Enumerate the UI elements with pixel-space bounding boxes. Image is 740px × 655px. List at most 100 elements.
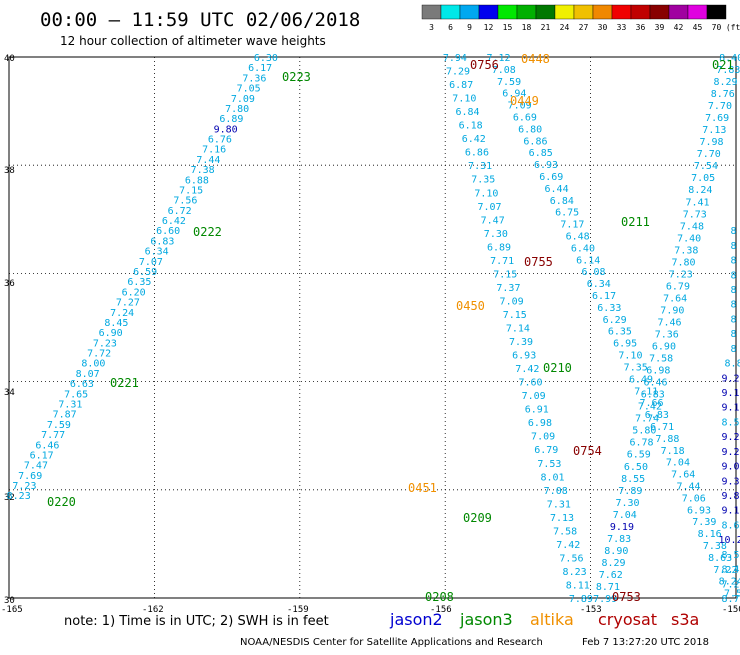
swh-value: 7.30 xyxy=(484,229,508,240)
swh-value: 8.79 xyxy=(722,594,740,605)
swh-value: 7.38 xyxy=(191,165,215,176)
swh-value: 6.85 xyxy=(529,148,553,159)
swh-value: 7.24 xyxy=(110,308,134,319)
swh-value: 7.18 xyxy=(661,446,685,457)
colorbar-label: 36 xyxy=(636,23,646,32)
swh-value: 8.55 xyxy=(621,474,645,485)
swh-value: 6.88 xyxy=(185,175,209,186)
lon-tick-label: -153 xyxy=(580,605,602,615)
swh-value: 6.35 xyxy=(127,277,151,288)
swh-value: 7.09 xyxy=(500,296,524,307)
swh-value: 7.27 xyxy=(116,298,140,309)
swh-value: 9.37 xyxy=(722,476,740,487)
swh-value: 7.69 xyxy=(18,471,42,482)
swh-value: 7.07 xyxy=(139,257,163,268)
swh-value: 7.05 xyxy=(691,173,715,184)
plot-frame xyxy=(8,56,737,599)
swh-value: 7.53 xyxy=(537,459,561,470)
swh-value: 9.18 xyxy=(722,506,740,517)
swh-value: 6.34 xyxy=(587,279,611,290)
swh-value: 6.94 xyxy=(502,89,526,100)
swh-value: 6.17 xyxy=(592,291,616,302)
colorbar-label: 12 xyxy=(484,23,494,32)
swh-value: 8 xyxy=(731,300,737,311)
swh-value: 6.42 xyxy=(462,134,486,145)
swh-value: 7.89 xyxy=(569,594,593,605)
swh-value: 6.90 xyxy=(99,328,123,339)
swh-value: 7.42 xyxy=(638,402,662,413)
swh-value: 8.11 xyxy=(566,580,590,591)
legend-s3a: s3a xyxy=(671,610,699,629)
swh-value: 6.89 xyxy=(219,114,243,125)
swh-value: 8.29 xyxy=(714,77,738,88)
swh-value: 7.99 xyxy=(593,594,617,605)
swh-value: 7.10 xyxy=(618,351,642,362)
legend-jason3: jason3 xyxy=(459,610,513,629)
swh-value: 6.20 xyxy=(122,287,146,298)
lon-tick-label: -150 xyxy=(722,605,740,615)
swh-value: 6.69 xyxy=(539,172,563,183)
track-time-label: 0223 xyxy=(282,70,311,84)
swh-value: 7.29 xyxy=(446,67,470,78)
swh-value: 7.47 xyxy=(24,461,48,472)
swh-value: 7.08 xyxy=(544,486,568,497)
swh-value: 7.48 xyxy=(680,221,704,232)
swh-value: 7.36 xyxy=(242,73,266,84)
swh-value: 8.29 xyxy=(601,558,625,569)
swh-value: 8.71 xyxy=(596,582,620,593)
track-time-label: 0210 xyxy=(543,361,572,375)
swh-value: 6.75 xyxy=(555,208,579,219)
swh-value: 9.27 xyxy=(722,373,740,384)
colorbar-swatch xyxy=(706,4,727,20)
colorbar-label: (ft) xyxy=(726,23,740,32)
swh-value: 9.83 xyxy=(722,491,740,502)
swh-value: 8.00 xyxy=(81,359,105,370)
swh-value: 7.13 xyxy=(702,125,726,136)
colorbar-label: 33 xyxy=(617,23,627,32)
track-time-label: 0209 xyxy=(463,511,492,525)
swh-value: 6.79 xyxy=(534,445,558,456)
colorbar-label: 6 xyxy=(448,23,453,32)
swh-value: 8.66 xyxy=(722,520,740,531)
swh-value: 7.09 xyxy=(231,94,255,105)
swh-value: 8 xyxy=(731,329,737,340)
swh-value: 7.59 xyxy=(497,77,521,88)
colorbar-swatch xyxy=(516,4,537,20)
swh-value: 7.41 xyxy=(686,197,710,208)
swh-value: 6.71 xyxy=(650,422,674,433)
swh-value: 6.50 xyxy=(624,462,648,473)
swh-value: 6.78 xyxy=(629,438,653,449)
track-time-label: 0222 xyxy=(193,225,222,239)
swh-value: 10.22 xyxy=(719,535,740,546)
swh-value: 7.87 xyxy=(53,410,77,421)
track-time-label: 0448 xyxy=(521,52,550,66)
swh-value: 7.10 xyxy=(452,94,476,105)
lat-lon-grid xyxy=(8,56,737,599)
colorbar-swatch xyxy=(630,4,651,20)
swh-value: 7.71 xyxy=(490,256,514,267)
swh-value: 7.80 xyxy=(672,257,696,268)
swh-value: 8.8 xyxy=(725,359,740,370)
track-time-labels: 0223 0222 0221 0220 0756 0448 0449 0211 … xyxy=(47,52,734,604)
latitude-tick-labels: 40 38 36 34 32 30 xyxy=(4,54,15,606)
swh-value: 8 xyxy=(731,226,737,237)
swh-value: 6.33 xyxy=(597,303,621,314)
swh-value: 6.29 xyxy=(603,315,627,326)
swh-value: 7.39 xyxy=(692,517,716,528)
swh-value: 8.23 xyxy=(7,491,31,502)
swh-value: 6.42 xyxy=(162,216,186,227)
swh-value: 6.91 xyxy=(525,405,549,416)
swh-value: 7.11 xyxy=(634,386,658,397)
swh-value: 7.09 xyxy=(531,432,555,443)
swh-value: 7.65 xyxy=(64,389,88,400)
swh-value: 7.14 xyxy=(506,324,530,335)
swh-value: 7.56 xyxy=(559,553,583,564)
swh-value: 6.83 xyxy=(150,236,174,247)
swh-value: 7.38 xyxy=(674,245,698,256)
swh-value: 7.51 xyxy=(724,589,740,600)
swh-value: 6.72 xyxy=(168,206,192,217)
swh-value: 9.04 xyxy=(722,462,740,473)
swh-value: 8.40 xyxy=(719,53,740,64)
